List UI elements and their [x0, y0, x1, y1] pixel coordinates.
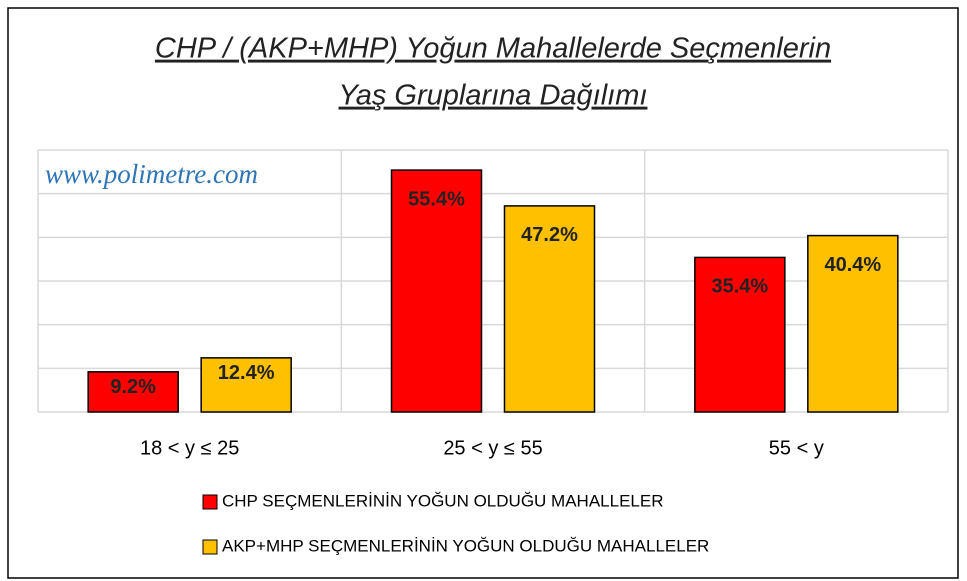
x-tick-label: 55 < y	[769, 437, 824, 459]
data-label: 35.4%	[711, 276, 768, 298]
bar	[694, 256, 786, 413]
bar	[503, 205, 596, 413]
legend-label: CHP SEÇMENLERİNİN YOĞUN OLDUĞU MAHALLELE…	[222, 491, 663, 510]
data-label: 9.2%	[110, 376, 156, 398]
x-tick-label: 18 < y ≤ 25	[140, 437, 239, 459]
x-tick-label: 25 < y ≤ 55	[443, 437, 542, 459]
bar	[807, 234, 899, 413]
data-label: 12.4%	[218, 362, 275, 384]
data-label: 55.4%	[408, 188, 465, 210]
chart-title: Yaş Gruplarına Dağılımı	[339, 80, 648, 112]
data-label: 40.4%	[824, 254, 881, 276]
chart-title: CHP / (AKP+MHP) Yoğun Mahallelerde Seçme…	[155, 33, 831, 65]
legend-swatch	[202, 539, 218, 555]
chart-frame	[7, 7, 959, 579]
legend-swatch	[202, 494, 218, 510]
bar	[390, 169, 483, 413]
bar	[87, 371, 179, 413]
bar	[200, 357, 292, 413]
legend-label: AKP+MHP SEÇMENLERİNİN YOĞUN OLDUĞU MAHAL…	[222, 536, 709, 555]
watermark: www.polimetre.com	[45, 159, 258, 189]
data-label: 47.2%	[521, 224, 578, 246]
